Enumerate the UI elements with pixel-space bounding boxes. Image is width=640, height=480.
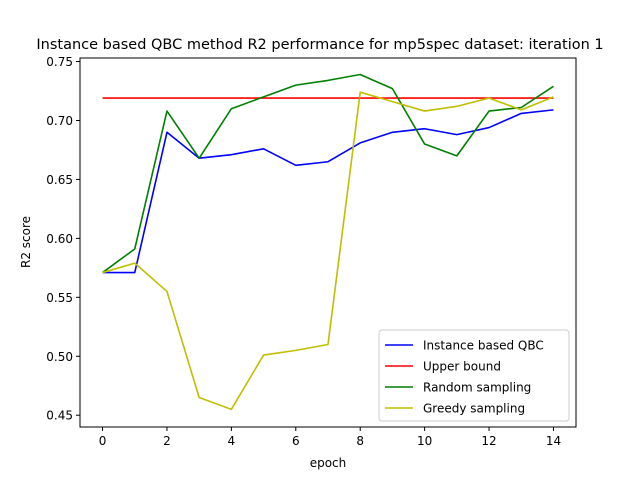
y-tick-label: 0.55 [46, 291, 73, 305]
x-tick-label: 14 [546, 434, 561, 448]
x-tick-label: 2 [163, 434, 171, 448]
x-tick-label: 10 [417, 434, 432, 448]
series-line-4 [102, 91, 554, 411]
series-line-1 [102, 109, 554, 274]
legend-label: Greedy sampling [423, 402, 525, 416]
y-axis: 0.45 0.50 0.55 0.60 0.65 0.70 0.75 [46, 55, 80, 423]
y-tick-label: 0.70 [46, 114, 73, 128]
legend-label: Instance based QBC [423, 339, 544, 353]
x-tick-label: 8 [356, 434, 364, 448]
legend: Instance based QBC Upper bound Random samp… [378, 329, 570, 422]
x-axis: 0 2 4 6 8 10 12 14 [99, 427, 561, 448]
x-tick-label: 12 [481, 434, 496, 448]
legend-label: Upper bound [423, 360, 501, 374]
legend-box [378, 329, 570, 422]
y-tick-label: 0.60 [46, 232, 73, 246]
legend-label: Random sampling [423, 381, 531, 395]
chart-title: Instance based QBC method R2 performance… [36, 37, 603, 53]
x-tick-label: 6 [292, 434, 300, 448]
y-tick-label: 0.50 [46, 350, 73, 364]
series-layer [102, 73, 554, 411]
y-axis-label: R2 score [19, 216, 33, 268]
y-tick-label: 0.75 [46, 55, 73, 69]
series-line-3 [102, 73, 554, 274]
x-tick-label: 4 [228, 434, 236, 448]
x-tick-label: 0 [99, 434, 107, 448]
x-axis-label: epoch [310, 456, 347, 470]
plot-area-frame [79, 57, 577, 428]
y-tick-label: 0.45 [46, 409, 73, 423]
y-tick-label: 0.65 [46, 173, 73, 187]
